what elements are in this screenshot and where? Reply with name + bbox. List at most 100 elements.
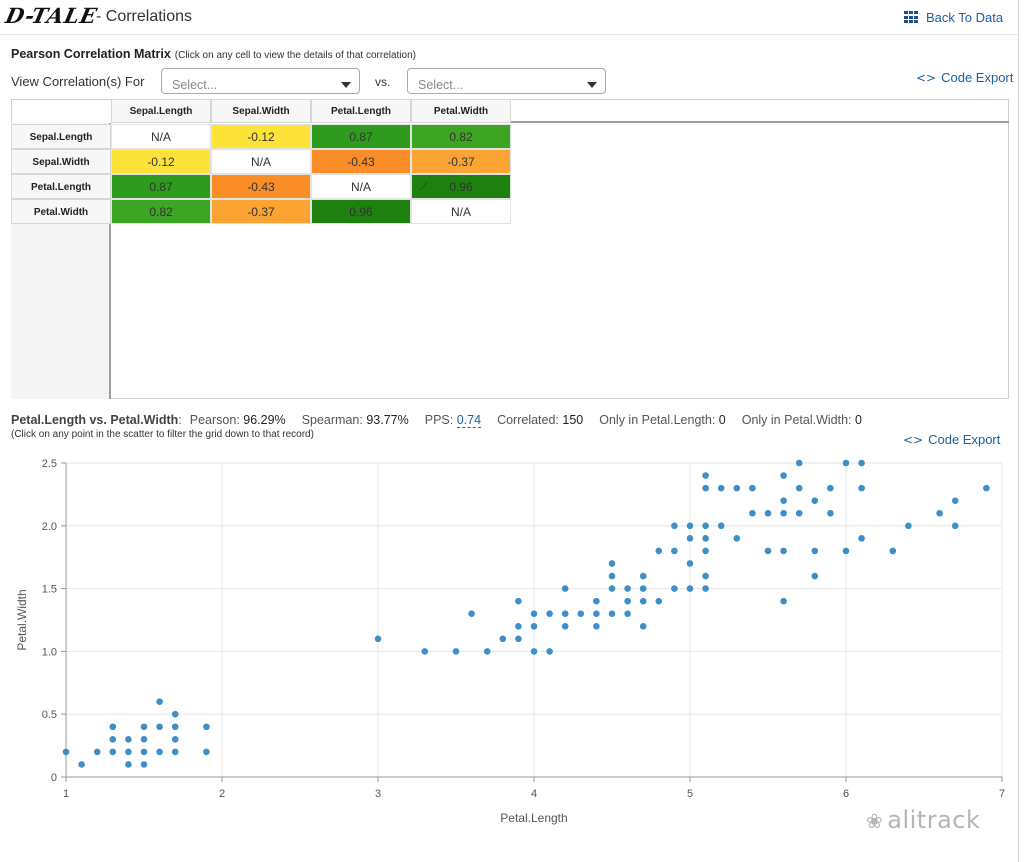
scatter-point[interactable] [374,635,382,643]
scatter-point[interactable] [858,535,865,542]
scatter-point[interactable] [764,509,772,517]
scatter-point[interactable] [717,484,725,492]
scatter-point[interactable] [203,748,210,756]
scatter-point[interactable] [452,648,460,655]
correlation-cell[interactable]: -0.37 [211,199,311,224]
column-header-sepal-width[interactable]: Sepal.Width [211,99,311,123]
scatter-point[interactable] [125,761,132,768]
correlation-cell[interactable]: N/A [211,149,311,174]
scatter-point[interactable] [811,497,819,504]
scatter-point[interactable] [140,761,148,768]
correlation-cell[interactable]: 0.82 [111,199,211,224]
scatter-point[interactable] [671,585,678,592]
scatter-point[interactable] [749,509,756,517]
scatter-point[interactable] [639,585,647,592]
scatter-point[interactable] [203,723,210,731]
scatter-point[interactable] [702,535,709,542]
scatter-point[interactable] [561,610,569,618]
correlation-cell[interactable]: N/A [411,199,511,224]
scatter-point[interactable] [577,610,585,618]
scatter-point[interactable] [702,522,709,530]
scatter-point[interactable] [140,748,148,756]
scatter-code-export-button[interactable]: <> Code Export [903,432,1000,447]
scatter-point[interactable] [811,572,819,580]
scatter-point[interactable] [951,497,959,504]
scatter-point[interactable] [608,572,616,580]
scatter-point[interactable] [733,535,741,542]
scatter-point[interactable] [639,597,647,605]
scatter-point[interactable] [858,484,865,492]
scatter-point[interactable] [655,547,663,555]
scatter-point[interactable] [171,710,179,718]
scatter-point[interactable] [530,648,538,655]
scatter-point[interactable] [671,547,678,555]
scatter-point[interactable] [530,610,538,618]
scatter-point[interactable] [561,622,569,630]
scatter-point[interactable] [156,748,163,756]
scatter-point[interactable] [655,597,663,605]
scatter-point[interactable] [515,635,522,643]
scatter-point[interactable] [608,585,616,592]
scatter-point[interactable] [78,761,85,768]
correlation-cell[interactable]: -0.12 [111,149,211,174]
column-header-sepal-length[interactable]: Sepal.Length [111,99,211,123]
row-header-petal-width[interactable]: Petal.Width [11,199,111,224]
scatter-point[interactable] [171,748,179,756]
scatter-point[interactable] [530,622,538,630]
scatter-point[interactable] [593,622,600,630]
scatter-point[interactable] [686,522,694,530]
correlation-cell[interactable]: -0.37 [411,149,511,174]
scatter-point[interactable] [686,535,694,542]
scatter-point[interactable] [702,484,709,492]
scatter-point[interactable] [780,472,787,479]
correlation-cell[interactable]: 0.82 [411,124,511,149]
correlation-cell[interactable]: ⟋ 0.96 [411,174,511,199]
scatter-point[interactable] [686,560,694,567]
scatter-point[interactable] [905,522,912,530]
scatter-point[interactable] [171,723,179,731]
scatter-point[interactable] [515,597,522,605]
scatter-point[interactable] [593,597,600,605]
scatter-point[interactable] [749,484,756,492]
scatter-point[interactable] [624,610,631,618]
scatter-point[interactable] [686,585,694,592]
scatter-point[interactable] [780,509,787,517]
correlation-cell[interactable]: N/A [311,174,411,199]
column2-select[interactable]: Select... [407,68,606,94]
scatter-point[interactable] [468,610,475,618]
scatter-point[interactable] [624,585,631,592]
scatter-point[interactable] [717,522,725,530]
scatter-point[interactable] [499,635,507,643]
scatter-point[interactable] [889,547,897,555]
scatter-plot[interactable]: 1 2 3 4 5 6 7 0 0.5 1.0 1.5 2.0 2.5 Petal.Length Petal… [0,450,1018,840]
scatter-point[interactable] [795,509,803,517]
scatter-point[interactable] [515,622,522,630]
scatter-point[interactable] [608,560,616,567]
scatter-point[interactable] [858,459,865,467]
scatter-point[interactable] [156,723,163,731]
scatter-point[interactable] [608,610,616,618]
correlation-cell[interactable]: 0.87 [311,124,411,149]
correlation-cell[interactable]: -0.12 [211,124,311,149]
matrix-code-export-button[interactable]: <> Code Export [916,70,1013,85]
scatter-point[interactable] [702,547,709,555]
scatter-point[interactable] [546,648,553,655]
scatter-point[interactable] [671,522,678,530]
scatter-point[interactable] [546,610,553,618]
row-header-petal-length[interactable]: Petal.Length [11,174,111,199]
scatter-point[interactable] [109,736,117,743]
scatter-point[interactable] [156,698,163,705]
scatter-point[interactable] [702,472,709,479]
correlation-cell[interactable]: N/A [111,124,211,149]
scatter-point[interactable] [936,509,943,517]
scatter-point[interactable] [842,547,850,555]
row-header-sepal-width[interactable]: Sepal.Width [11,149,111,174]
scatter-point[interactable] [733,484,741,492]
scatter-point[interactable] [93,748,101,756]
scatter-point[interactable] [593,610,600,618]
correlation-cell[interactable]: 0.96 [311,199,411,224]
scatter-point[interactable] [140,736,148,743]
column-header-petal-length[interactable]: Petal.Length [311,99,411,123]
scatter-point[interactable] [109,748,117,756]
scatter-point[interactable] [795,459,803,467]
